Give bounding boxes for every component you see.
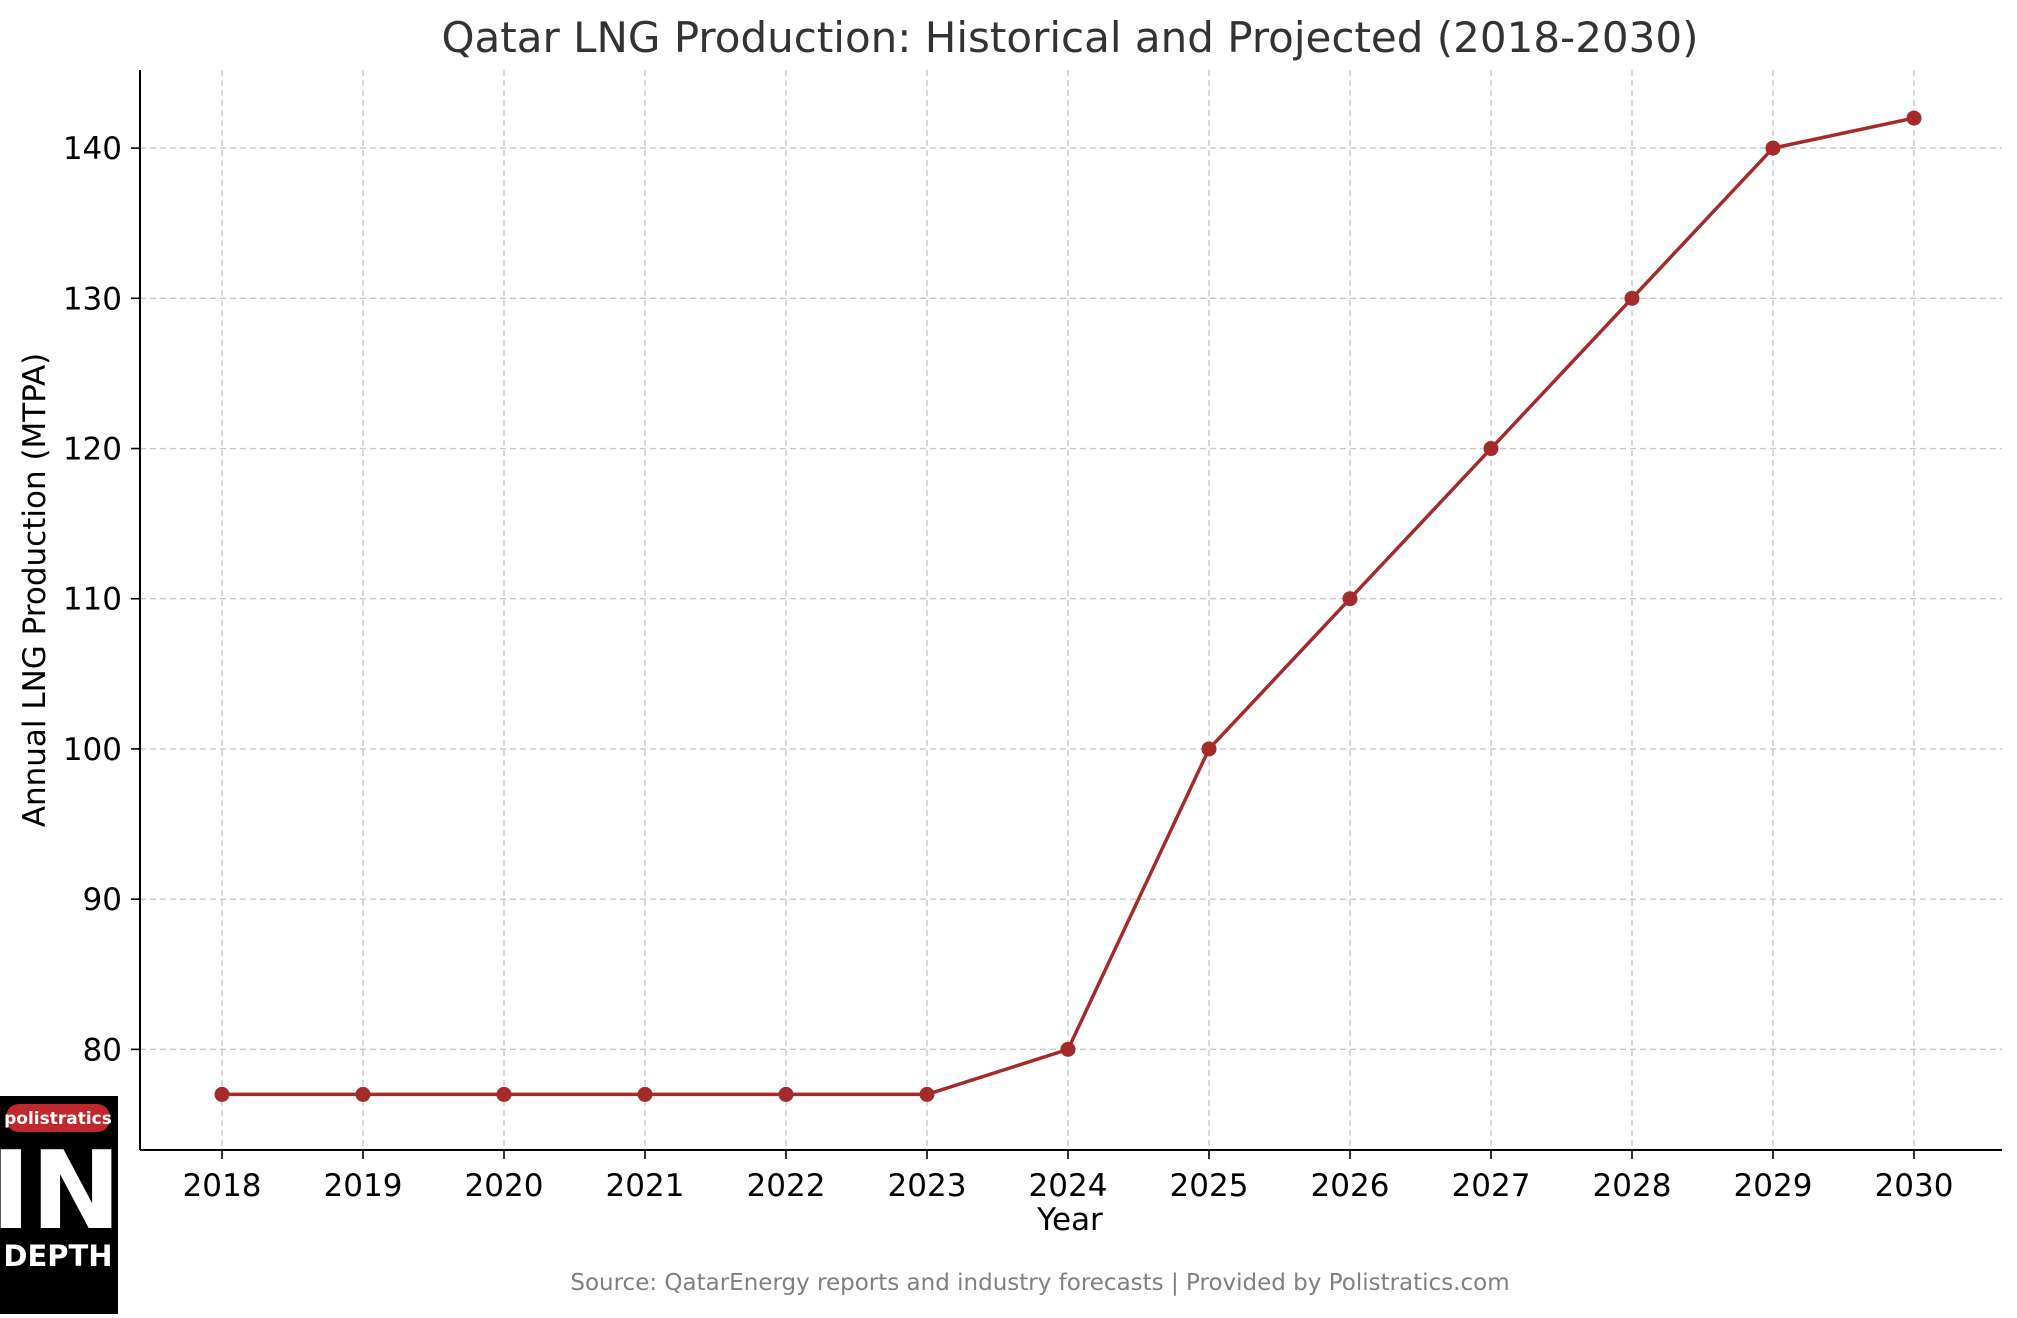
series-group bbox=[214, 110, 1922, 1102]
x-tick-label: 2020 bbox=[465, 1168, 544, 1204]
tick-labels: 2018 2019 2020 2021 2022 2023 2024 2025 2026 2027… bbox=[63, 131, 1954, 1204]
data-point bbox=[355, 1086, 371, 1102]
y-tick-label: 90 bbox=[83, 882, 122, 918]
x-tick-label: 2018 bbox=[183, 1168, 262, 1204]
data-point bbox=[496, 1086, 512, 1102]
x-tick-label: 2023 bbox=[888, 1168, 967, 1204]
y-tick-label: 100 bbox=[63, 732, 122, 768]
data-point bbox=[919, 1086, 935, 1102]
polistratics-logo: polistratics IN DEPTH bbox=[0, 1096, 121, 1314]
logo-badge bbox=[6, 1104, 110, 1132]
x-tick-label: 2024 bbox=[1029, 1168, 1108, 1204]
x-tick-label: 2021 bbox=[606, 1168, 685, 1204]
data-point bbox=[1342, 591, 1358, 607]
data-point bbox=[778, 1086, 794, 1102]
data-point bbox=[1060, 1041, 1076, 1057]
logo-badge-text: polistratics bbox=[4, 1109, 112, 1129]
source-note: Source: QatarEnergy reports and industry… bbox=[570, 1270, 1509, 1296]
logo-small-text: DEPTH bbox=[3, 1239, 112, 1273]
logo-big-text: IN bbox=[0, 1129, 121, 1254]
x-tick-label: 2027 bbox=[1452, 1168, 1531, 1204]
y-axis-label: Annual LNG Production (MTPA) bbox=[17, 353, 53, 828]
data-point bbox=[1201, 741, 1217, 757]
y-tick-label: 140 bbox=[63, 131, 122, 167]
y-tick-label: 120 bbox=[63, 432, 122, 468]
data-point bbox=[1624, 290, 1640, 306]
x-axis-label: Year bbox=[1036, 1202, 1103, 1238]
data-point bbox=[1483, 441, 1499, 457]
axes bbox=[139, 70, 2002, 1151]
data-point bbox=[637, 1086, 653, 1102]
x-tick-label: 2026 bbox=[1311, 1168, 1390, 1204]
data-point bbox=[214, 1086, 230, 1102]
chart-title: Qatar LNG Production: Historical and Pro… bbox=[442, 13, 1699, 62]
x-tick-label: 2029 bbox=[1734, 1168, 1813, 1204]
x-tick-label: 2028 bbox=[1593, 1168, 1672, 1204]
data-point bbox=[1906, 110, 1922, 126]
y-tick-label: 110 bbox=[63, 582, 122, 618]
x-tick-label: 2022 bbox=[747, 1168, 826, 1204]
y-tick-label: 80 bbox=[83, 1032, 122, 1068]
x-tick-label: 2030 bbox=[1875, 1168, 1954, 1204]
y-tick-label: 130 bbox=[63, 281, 122, 317]
data-point bbox=[1765, 140, 1781, 156]
logo-background bbox=[0, 1096, 118, 1314]
x-tick-label: 2019 bbox=[324, 1168, 403, 1204]
x-tick-label: 2025 bbox=[1170, 1168, 1249, 1204]
